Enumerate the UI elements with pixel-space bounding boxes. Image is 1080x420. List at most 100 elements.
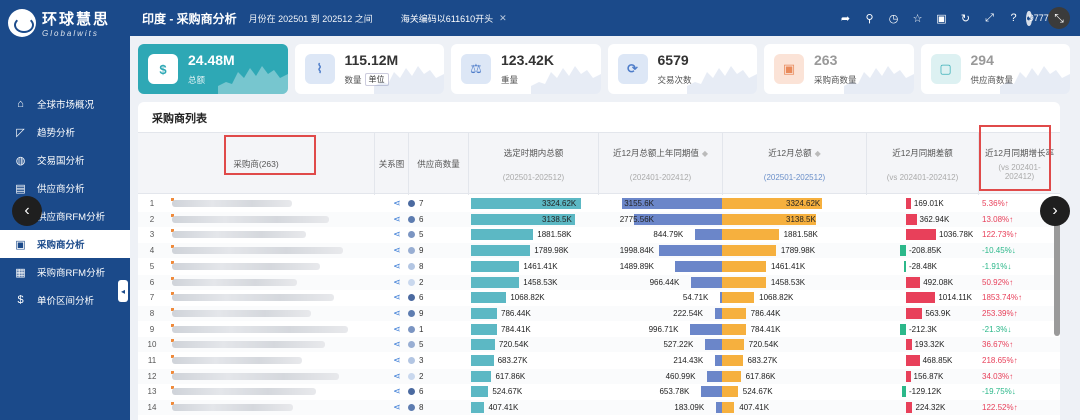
relation-graph-icon[interactable]: ⋖ bbox=[393, 323, 401, 334]
col-growth[interactable]: 近12月同期增长率 (vs 202401-202412) bbox=[978, 133, 1060, 195]
buyer-name-redacted[interactable] bbox=[172, 196, 362, 211]
table-row[interactable]: 6 ⋖ 2 1458.53K 966.44K 1458.53K 492.08K 50.92%↑ bbox=[138, 274, 1060, 290]
relation-graph-icon[interactable]: ⋖ bbox=[393, 229, 401, 240]
user-menu[interactable]: ● 9777Q bbox=[1026, 10, 1056, 26]
sidebar-collapse-handle[interactable]: ◂ bbox=[118, 280, 128, 302]
relation-graph-icon[interactable]: ⋖ bbox=[393, 198, 401, 208]
sort-icon[interactable]: ◆ bbox=[814, 148, 821, 158]
col-prev-year[interactable]: 近12月总额上年同期值 ◆ (202401-202412) bbox=[598, 133, 722, 195]
clock-icon[interactable]: ◷ bbox=[888, 12, 899, 25]
table-title: 采购商列表 bbox=[152, 113, 207, 125]
table-row[interactable]: 14 ⋖ 8 407.41K 183.09K 407.41K 224.32K 122.52%↑ bbox=[138, 400, 1060, 416]
refresh-icon[interactable]: ↻ bbox=[960, 12, 971, 25]
sidebar-item-1[interactable]: ◸ 趋势分析 bbox=[0, 118, 130, 146]
relation-graph-icon[interactable]: ⋖ bbox=[393, 386, 401, 397]
fullscreen-icon[interactable]: ⤢ bbox=[985, 11, 994, 24]
sort-icon[interactable]: ◆ bbox=[701, 148, 709, 158]
prev-year-value: 844.79K bbox=[653, 230, 684, 240]
next-arrow-icon[interactable]: › bbox=[1040, 196, 1070, 226]
period-total-bar bbox=[471, 245, 531, 257]
relation-graph-icon[interactable]: ⋖ bbox=[393, 260, 401, 271]
buyer-name-redacted[interactable] bbox=[172, 275, 362, 290]
buyer-name-redacted[interactable] bbox=[172, 369, 362, 384]
col-diff[interactable]: 近12月同期差额 (vs 202401-202412) bbox=[866, 133, 978, 195]
table-row[interactable]: 11 ⋖ 3 683.27K 214.43K 683.27K 468.85K 218.65%↑ bbox=[138, 353, 1060, 368]
table-row[interactable]: 10 ⋖ 5 720.54K 527.22K 720.54K 193.32K 36.67%↑ bbox=[138, 337, 1060, 353]
layers-icon[interactable]: ▣ bbox=[936, 12, 947, 25]
sidebar-item-2[interactable]: ◍ 交易国分析 bbox=[0, 146, 130, 174]
search-icon[interactable]: ⚲ bbox=[865, 12, 874, 25]
stat-card-1[interactable]: ⌇ 115.12M 数量 单位 bbox=[294, 44, 444, 94]
sparkline-decoration bbox=[843, 66, 914, 94]
relation-graph-icon[interactable]: ⋖ bbox=[393, 402, 401, 413]
prev-year-bar bbox=[701, 386, 722, 398]
expand-icon[interactable]: ⤡ bbox=[1048, 7, 1070, 29]
hs-code-filter-tag[interactable]: 海关编码以611610开头 ✕ bbox=[401, 12, 507, 25]
close-icon[interactable]: ✕ bbox=[499, 12, 507, 23]
table-row[interactable]: 13 ⋖ 6 524.67K 653.78K 524.67K -129.12K -19.75%… bbox=[138, 384, 1060, 399]
table-row[interactable]: 9 ⋖ 1 784.41K 996.71K 784.41K -212.3K -21.3%↓ bbox=[138, 322, 1060, 337]
dollar-icon: $ bbox=[148, 54, 178, 84]
relation-graph-icon[interactable]: ⋖ bbox=[393, 370, 401, 381]
supplier-count: 8 bbox=[408, 259, 448, 274]
table-row[interactable]: 5 ⋖ 8 1461.41K 1489.89K 1461.41K -28.48K -1.91%… bbox=[138, 259, 1060, 274]
relation-graph-icon[interactable]: ⋖ bbox=[393, 355, 401, 365]
sidebar-item-7[interactable]: $ 单价区间分析 bbox=[0, 286, 130, 314]
sidebar-item-3[interactable]: ▤ 供应商分析 bbox=[0, 174, 130, 202]
col-buyer[interactable]: 采购商(263) bbox=[138, 133, 374, 195]
buyer-name-redacted[interactable] bbox=[172, 384, 362, 399]
dot-icon bbox=[408, 231, 415, 239]
sidebar-item-6[interactable]: ▦ 采购商RFM分析 bbox=[0, 258, 130, 286]
buyer-name-redacted[interactable] bbox=[172, 306, 362, 321]
table-row[interactable]: 7 ⋖ 6 1068.82K 54.71K 1068.82K 1014.11K 1853.74… bbox=[138, 290, 1060, 305]
logo[interactable]: 环球慧思 Globalwits bbox=[0, 0, 130, 46]
relation-graph-icon[interactable]: ⋖ bbox=[393, 213, 401, 224]
buyer-name-redacted[interactable] bbox=[172, 212, 362, 227]
buyer-name-redacted[interactable] bbox=[172, 243, 362, 258]
buyer-name-redacted[interactable] bbox=[172, 227, 362, 242]
table-row[interactable]: 1 ⋖ 7 3324.62K 3155.6K 3324.62K 169.01K 5.36%↑ bbox=[138, 196, 1060, 211]
table-row[interactable]: 8 ⋖ 9 786.44K 222.54K 786.44K 563.9K 253.39%↑ bbox=[138, 305, 1060, 321]
buyer-name-redacted[interactable] bbox=[172, 400, 362, 415]
col-supplier-count[interactable]: 供应商数量 bbox=[408, 133, 468, 195]
relation-graph-icon[interactable]: ⋖ bbox=[393, 245, 401, 256]
buyer-name-redacted[interactable] bbox=[172, 290, 362, 305]
price-icon: $ bbox=[17, 294, 24, 306]
col-recent12-sub: (202501-202512) bbox=[763, 172, 826, 182]
prev-arrow-icon[interactable]: ‹ bbox=[12, 196, 42, 226]
flag-marker bbox=[171, 245, 174, 249]
col-period-total[interactable]: 选定时期内总额 (202501-202512) bbox=[468, 133, 598, 195]
buyer-name-redacted[interactable] bbox=[172, 353, 362, 368]
stat-card-4[interactable]: ▣ 263 采购商数量 bbox=[764, 44, 914, 94]
unit-select[interactable]: 单位 bbox=[364, 73, 389, 86]
growth-value: 13.08%↑ bbox=[982, 214, 1014, 224]
stat-card-0[interactable]: $24.48M 总额 bbox=[138, 44, 288, 94]
table-row[interactable]: 4 ⋖ 9 1789.98K 1998.84K 1789.98K -208.85K -10.4… bbox=[138, 243, 1060, 259]
buyer-name-redacted[interactable] bbox=[172, 337, 362, 352]
stat-label: 供应商数量 bbox=[970, 75, 1014, 85]
flag-marker bbox=[171, 339, 174, 343]
col-relation-label: 关系图 bbox=[378, 159, 405, 169]
table-row[interactable]: 12 ⋖ 2 617.86K 460.99K 617.86K 156.87K 34.03%↑ bbox=[138, 368, 1060, 384]
share-icon[interactable]: ➦ bbox=[840, 12, 851, 25]
date-range-filter[interactable]: 月份在 202501 到 202512 之间 bbox=[248, 13, 373, 24]
table-row[interactable]: 3 ⋖ 5 1881.58K 844.79K 1881.58K 1036.78K 122.73… bbox=[138, 227, 1060, 242]
growth-value: 122.73%↑ bbox=[982, 230, 1018, 240]
relation-graph-icon[interactable]: ⋖ bbox=[393, 307, 401, 318]
table-scrollbar[interactable] bbox=[1054, 196, 1060, 336]
stat-card-5[interactable]: ▢ 294 供应商数量 bbox=[920, 44, 1070, 94]
help-icon[interactable]: ? bbox=[1010, 12, 1017, 24]
stat-card-3[interactable]: ⟳ 6579 交易次数 bbox=[607, 44, 757, 94]
buyer-name-redacted[interactable] bbox=[172, 259, 362, 274]
relation-graph-icon[interactable]: ⋖ bbox=[393, 292, 401, 303]
relation-graph-icon[interactable]: ⋖ bbox=[393, 276, 401, 287]
buyer-name-redacted[interactable] bbox=[172, 322, 362, 337]
star-icon[interactable]: ☆ bbox=[912, 12, 923, 25]
globe-icon: ◍ bbox=[15, 154, 26, 167]
relation-graph-icon[interactable]: ⋖ bbox=[393, 339, 401, 350]
stat-card-2[interactable]: ⚖ 123.42K 重量 bbox=[451, 44, 601, 94]
sidebar-item-0[interactable]: ⌂ 全球市场概况 bbox=[0, 90, 130, 118]
col-recent12[interactable]: 近12月总额 ◆ (202501-202512) bbox=[722, 133, 866, 195]
table-row[interactable]: 2 ⋖ 6 3138.5K 2775.56K 3138.5K 362.94K 13.08%↑ bbox=[138, 211, 1060, 227]
sidebar-item-5[interactable]: ▣ 采购商分析 bbox=[0, 230, 130, 258]
